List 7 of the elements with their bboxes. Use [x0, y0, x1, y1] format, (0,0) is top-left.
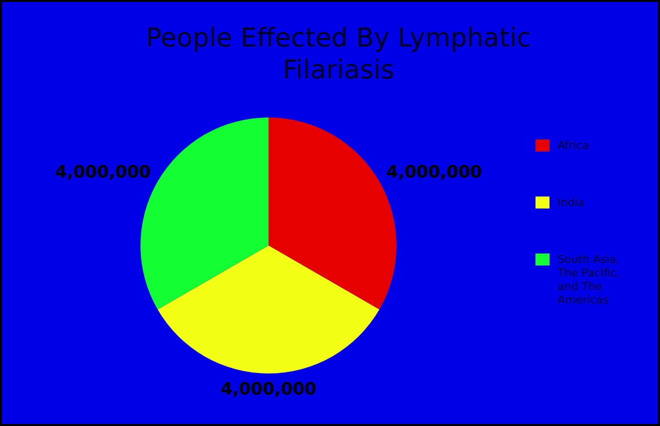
- legend-label: Africa: [558, 139, 589, 152]
- legend-label: South Asia, The Pacific, and The Americas: [556, 253, 620, 306]
- data-label: 4,000,000: [55, 162, 151, 182]
- chart-title: People Effected By Lymphatic Filariasis: [146, 24, 532, 86]
- data-label: 4,000,000: [386, 162, 482, 182]
- data-label: 4,000,000: [220, 380, 317, 400]
- legend-label: India: [558, 196, 584, 209]
